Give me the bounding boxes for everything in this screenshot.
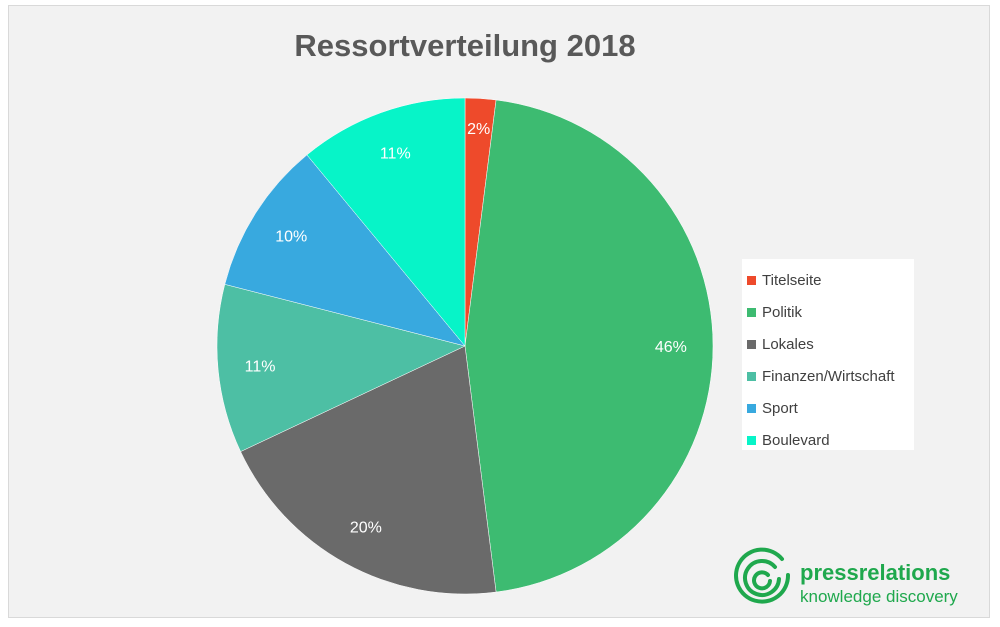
- legend-label: Titelseite: [762, 271, 822, 289]
- data-label: 46%: [655, 339, 687, 356]
- legend-swatch: [747, 339, 756, 349]
- logo-mark-icon: [734, 547, 791, 604]
- pie-slice-boulevard: [306, 97, 466, 347]
- legend-swatch: [747, 435, 756, 445]
- pie-slice-sport: [224, 154, 466, 347]
- legend-swatch: [747, 371, 756, 381]
- legend-label: Sport: [762, 399, 798, 417]
- legend-label: Politik: [762, 303, 803, 321]
- pie-slice-lokales: [240, 345, 497, 595]
- pie-slice-finanzen-wirtschaft: [216, 284, 466, 452]
- data-label: 20%: [350, 519, 382, 536]
- chart-legend: Titelseite Politik Lokales Finanzen/Wirtsch…: [742, 259, 914, 450]
- legend-swatch: [747, 275, 756, 285]
- data-label: 10%: [275, 229, 307, 246]
- legend-swatch: [747, 307, 756, 317]
- data-label: 11%: [245, 358, 276, 375]
- legend-item: Titelseite: [742, 264, 914, 296]
- legend-label: Boulevard: [762, 431, 830, 449]
- logo-brand: pressrelations: [800, 560, 951, 585]
- legend-item: Politik: [742, 296, 914, 328]
- pie-slice-politik: [464, 99, 714, 593]
- legend-label: Lokales: [762, 335, 814, 353]
- pressrelations-logo: pressrelations knowledge discovery: [732, 547, 992, 617]
- legend-swatch: [747, 403, 756, 413]
- legend-item: Lokales: [742, 328, 914, 360]
- data-label: 2%: [467, 121, 490, 138]
- legend-item: Sport: [742, 392, 914, 424]
- data-label: 11%: [380, 145, 411, 162]
- legend-label: Finanzen/Wirtschaft: [762, 367, 895, 385]
- logo-tagline: knowledge discovery: [800, 587, 958, 606]
- chart-title: Ressortverteilung 2018: [294, 28, 636, 63]
- legend-item: Boulevard: [742, 424, 914, 456]
- legend-item: Finanzen/Wirtschaft: [742, 360, 914, 392]
